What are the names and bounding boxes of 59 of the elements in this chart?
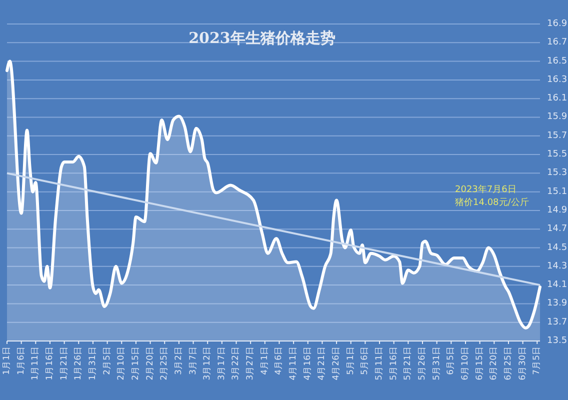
y-tick-label: 14.1	[547, 280, 568, 290]
x-tick-label: 5月1日	[346, 346, 356, 375]
x-tick-label: 4月21日	[317, 346, 328, 380]
y-tick-label: 16.3	[547, 74, 568, 85]
chart-title: 2023年生猪价格走势	[188, 29, 336, 47]
x-tick-label: 1月6日	[16, 346, 26, 375]
x-tick-label: 5月31日	[432, 346, 442, 380]
x-tick-label: 7月5日	[532, 346, 542, 375]
y-tick-label: 13.5	[547, 336, 568, 346]
y-tick-label: 15.3	[547, 168, 568, 178]
x-tick-label: 1月11日	[30, 346, 41, 380]
x-tick-label: 6月10日	[460, 346, 470, 380]
y-tick-label: 14.5	[547, 242, 568, 253]
x-tick-label: 2月15日	[130, 346, 141, 380]
y-tick-label: 13.7	[547, 317, 568, 328]
y-tick-label: 14.9	[547, 205, 568, 216]
x-tick-label: 1月16日	[44, 346, 55, 380]
x-tick-label: 4月16日	[302, 346, 313, 380]
y-tick-label: 16.7	[547, 38, 568, 48]
x-tick-label: 5月6日	[360, 346, 370, 375]
x-tick-label: 3月7日	[188, 346, 198, 375]
x-tick-label: 6月25日	[503, 346, 514, 380]
y-tick-label: 13.9	[547, 298, 568, 309]
y-tick-label: 16.5	[547, 56, 568, 66]
x-tick-label: 3月17日	[216, 346, 227, 380]
x-tick-label: 2月20日	[145, 346, 156, 380]
x-tick-label: 1月1日	[2, 346, 12, 375]
y-tick-label: 16.1	[547, 94, 568, 104]
x-tick-label: 2月5日	[102, 346, 112, 375]
x-tick-label: 2月10日	[116, 346, 127, 380]
x-tick-label: 4月11日	[288, 346, 299, 380]
x-tick-label: 4月1日	[260, 346, 270, 375]
x-tick-label: 2月25日	[160, 346, 170, 380]
annotation: 2023年7月6日	[455, 184, 516, 195]
x-tick-label: 3月2日	[174, 346, 184, 375]
x-tick-label: 6月20日	[489, 346, 500, 380]
x-tick-label: 1月21日	[59, 346, 70, 380]
x-tick-label: 3月27日	[246, 346, 256, 380]
y-tick-label: 15.5	[547, 150, 568, 160]
x-tick-label: 4月6日	[274, 346, 284, 375]
x-tick-label: 3月22日	[231, 346, 242, 380]
x-tick-label: 4月26日	[332, 346, 342, 380]
x-tick-label: 6月15日	[474, 346, 485, 380]
y-tick-label: 15.9	[547, 112, 568, 122]
x-tick-label: 6月30日	[518, 346, 528, 380]
y-tick-label: 15.7	[547, 130, 568, 141]
y-tick-label: 16.9	[547, 19, 568, 29]
x-tick-label: 5月21日	[403, 346, 414, 380]
x-tick-label: 5月16日	[388, 346, 399, 380]
y-tick-label: 14.3	[547, 261, 568, 272]
x-tick-label: 1月26日	[74, 346, 84, 380]
y-tick-label: 15.1	[547, 186, 568, 197]
x-tick-label: 6月5日	[446, 346, 456, 375]
annotation: 猪价14.08元/公斤	[455, 197, 529, 208]
x-tick-label: 5月26日	[418, 346, 428, 380]
x-tick-label: 5月11日	[374, 346, 385, 380]
x-tick-label: 3月12日	[202, 346, 213, 380]
x-tick-label: 1月31日	[88, 346, 98, 380]
y-tick-label: 14.7	[547, 224, 568, 234]
